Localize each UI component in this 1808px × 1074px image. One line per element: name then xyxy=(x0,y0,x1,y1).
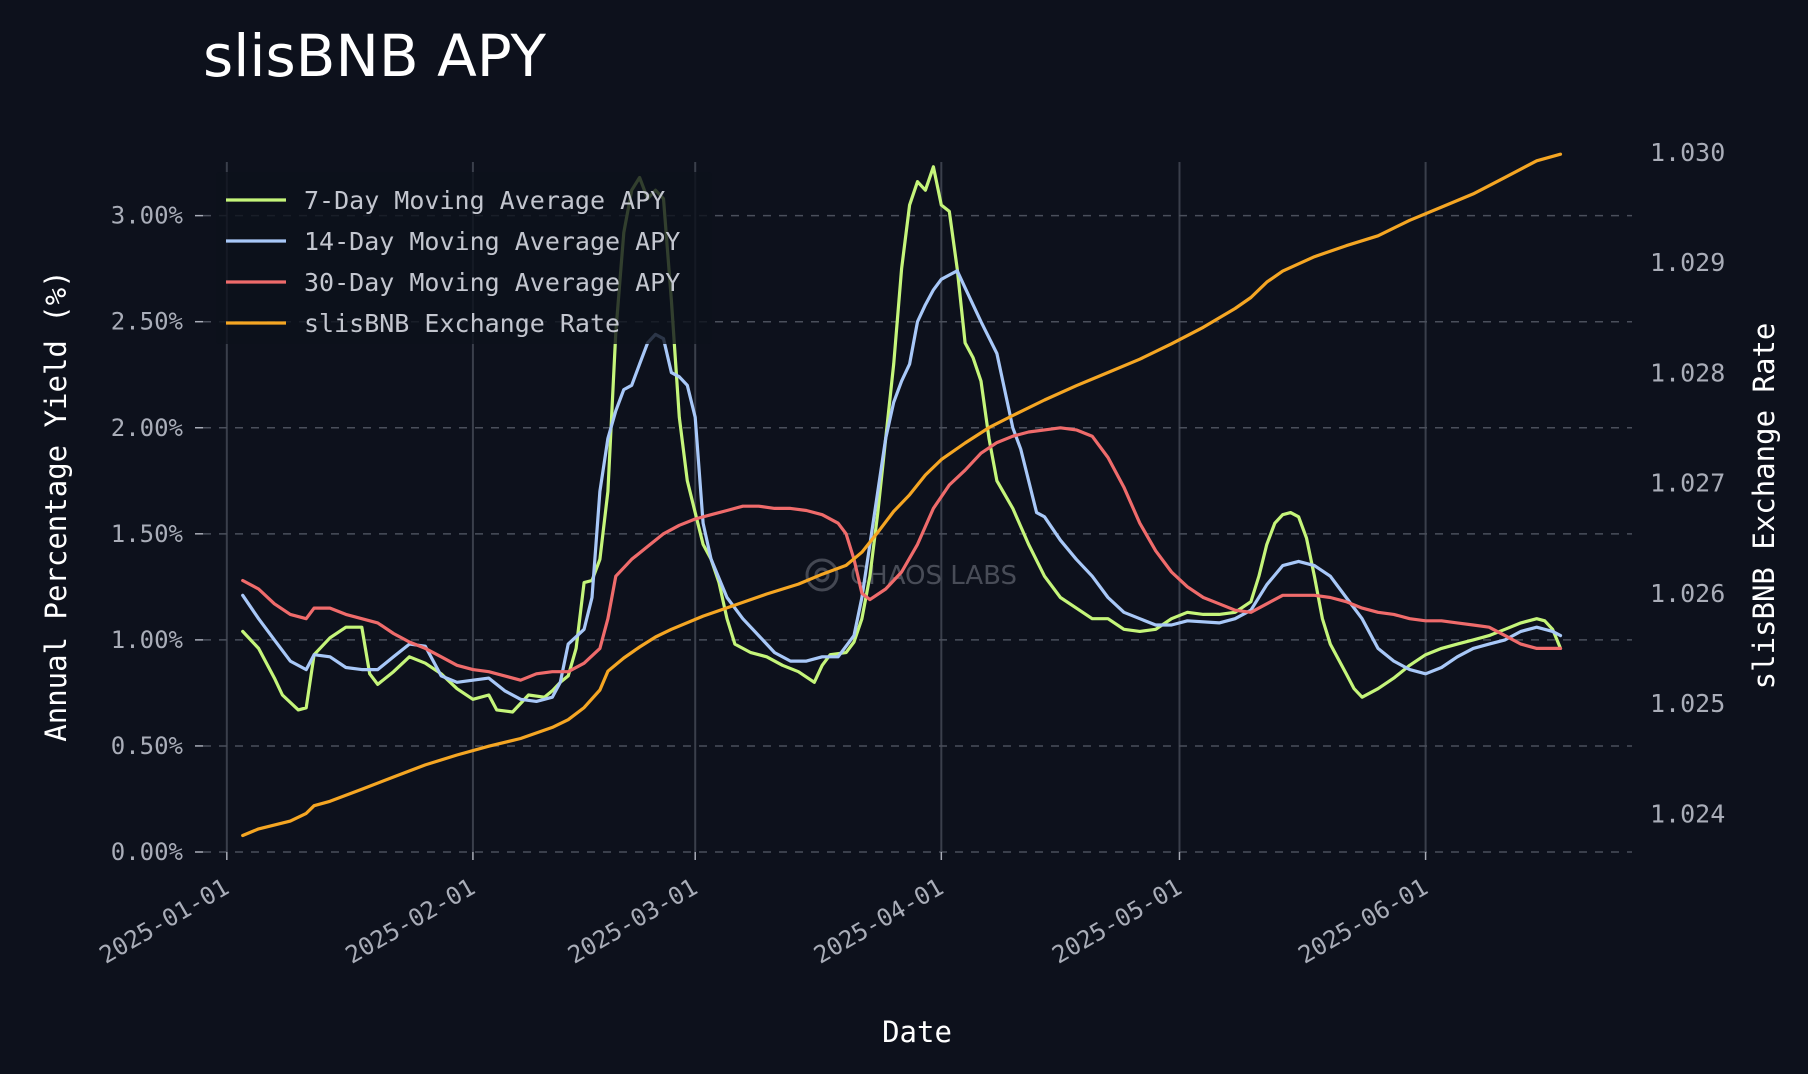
logo-ring-outer xyxy=(805,558,839,592)
legend-label: slisBNB Exchange Rate xyxy=(304,309,620,338)
y2-tick-label: 1.025 xyxy=(1650,689,1725,718)
x-tick-label: 2025-05-01 xyxy=(1047,873,1186,969)
y-tick-label: 2.50% xyxy=(111,308,184,336)
logo-ring-inner xyxy=(814,567,830,583)
legend-label: 14-Day Moving Average APY xyxy=(304,227,680,256)
series-layer xyxy=(241,152,1563,838)
legend: 7-Day Moving Average APY 14-Day Moving Av… xyxy=(216,172,712,344)
y2-tick-label: 1.027 xyxy=(1650,469,1725,498)
y-tick-label: 0.00% xyxy=(111,838,184,866)
watermark-text: CHAOS LABS xyxy=(850,561,1017,591)
x-axis-title: Date xyxy=(882,1015,952,1049)
legend-label: 7-Day Moving Average APY xyxy=(304,186,665,215)
x-tick-label: 2025-03-01 xyxy=(563,873,702,969)
y-axis-title: Annual Percentage Yield (%) xyxy=(39,270,73,741)
y-tick-label: 1.50% xyxy=(111,520,184,548)
y2-tick-label: 1.024 xyxy=(1650,799,1725,828)
x-tick-label: 2025-04-01 xyxy=(809,873,948,969)
legend-background xyxy=(216,172,712,344)
y-tick-label: 3.00% xyxy=(111,202,184,230)
y-tick-label: 0.50% xyxy=(111,732,184,760)
watermark: CHAOS LABS xyxy=(805,558,1017,592)
chart-title: slisBNB APY xyxy=(203,22,546,90)
y2-tick-label: 1.028 xyxy=(1650,358,1725,387)
y2-axis-title: slisBNB Exchange Rate xyxy=(1747,323,1781,690)
chaos-labs-logo-icon xyxy=(805,558,839,592)
y2-tick-label: 1.029 xyxy=(1650,248,1725,277)
y2-tick-label: 1.026 xyxy=(1650,579,1725,608)
x-tick-label: 2025-02-01 xyxy=(341,873,480,969)
y-tick-label: 1.00% xyxy=(111,626,184,654)
x-tick-label: 2025-06-01 xyxy=(1293,873,1432,969)
y2-tick-label: 1.030 xyxy=(1650,138,1725,167)
y-tick-label: 2.00% xyxy=(111,414,184,442)
slisbnb-exchange-rate-line xyxy=(241,152,1563,838)
x-tick-label: 2025-01-01 xyxy=(95,873,234,969)
legend-label: 30-Day Moving Average APY xyxy=(304,268,680,297)
30-day-moving-average-apy-line xyxy=(241,426,1563,682)
